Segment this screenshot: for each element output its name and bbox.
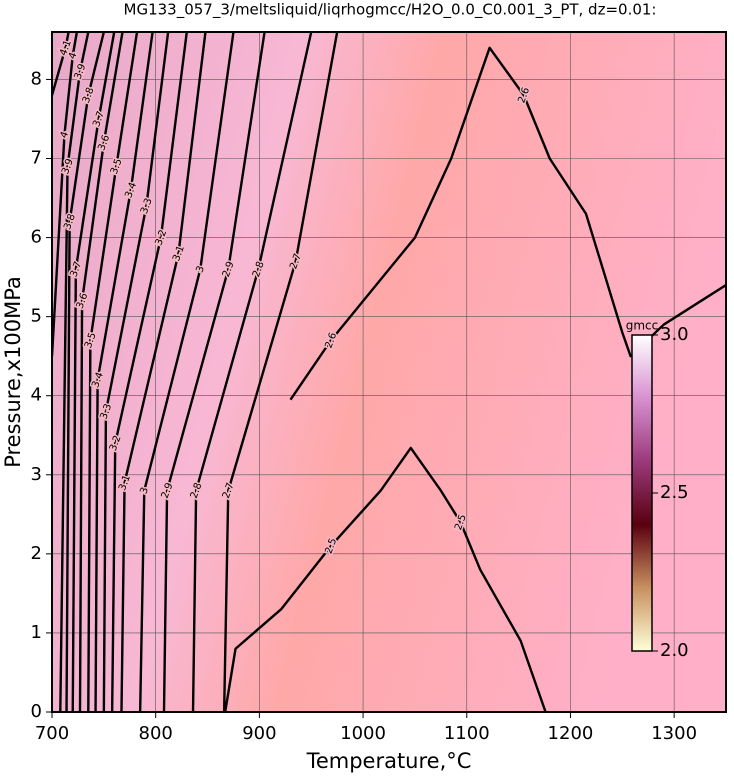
colorbar-tick-label: 2.0 bbox=[660, 640, 689, 661]
axes: 700 800 900 1000 1100 1200 1300 0 1 2 3 4 5 6 7 8 gmcc 3.… bbox=[31, 31, 727, 744]
y-tick-label: 2 bbox=[31, 543, 42, 564]
y-tick-label: 7 bbox=[31, 148, 42, 169]
colorbar-label: gmcc bbox=[626, 319, 659, 333]
y-tick-label: 3 bbox=[31, 464, 42, 485]
contour-line bbox=[110, 32, 188, 712]
x-axis-title: Temperature,°C bbox=[306, 749, 472, 773]
x-tick-label: 800 bbox=[139, 723, 173, 744]
contour-line bbox=[223, 446, 547, 712]
x-tick-label: 1100 bbox=[444, 723, 490, 744]
x-tick-label: 1300 bbox=[651, 723, 697, 744]
contour-line bbox=[52, 32, 79, 357]
colorbar-tick-label: 2.5 bbox=[660, 482, 689, 503]
chart-title: MG133_057_3/meltsliquid/liqrhogmcc/H2O_0… bbox=[124, 1, 657, 20]
y-tick-label: 6 bbox=[31, 227, 42, 248]
plot-frame bbox=[51, 31, 727, 713]
plot-background bbox=[52, 32, 726, 712]
contour-line bbox=[59, 32, 90, 712]
contour-line bbox=[52, 32, 70, 96]
contour-line bbox=[65, 32, 106, 712]
contour-line bbox=[222, 32, 339, 712]
contour-line bbox=[94, 32, 154, 712]
contour-line bbox=[78, 32, 124, 712]
y-axis-title: Pressure,x100MPa bbox=[1, 276, 25, 468]
contour-line bbox=[162, 32, 266, 712]
y-tick-label: 0 bbox=[31, 701, 42, 722]
contour-line bbox=[87, 32, 139, 712]
contour-line bbox=[120, 32, 207, 712]
contour-line bbox=[71, 32, 116, 712]
x-tick-label: 1000 bbox=[340, 723, 386, 744]
colorbar bbox=[631, 334, 653, 652]
x-tick-label: 900 bbox=[242, 723, 276, 744]
y-tick-label: 8 bbox=[31, 68, 42, 89]
contour-line bbox=[138, 32, 235, 712]
y-tick-label: 4 bbox=[31, 385, 42, 406]
plot-area: 2.52.52.62.62.72.72.82.82.92.9333.13.13.… bbox=[52, 32, 726, 712]
contour-line bbox=[102, 32, 170, 712]
y-tick-label: 5 bbox=[31, 306, 42, 327]
contour-label: 2.5 bbox=[324, 537, 340, 556]
x-tick-label: 700 bbox=[35, 723, 69, 744]
x-tick-label: 1200 bbox=[548, 723, 594, 744]
colorbar-tick-label: 3.0 bbox=[660, 324, 689, 345]
y-tick-label: 1 bbox=[31, 622, 42, 643]
contour-line bbox=[191, 32, 313, 712]
